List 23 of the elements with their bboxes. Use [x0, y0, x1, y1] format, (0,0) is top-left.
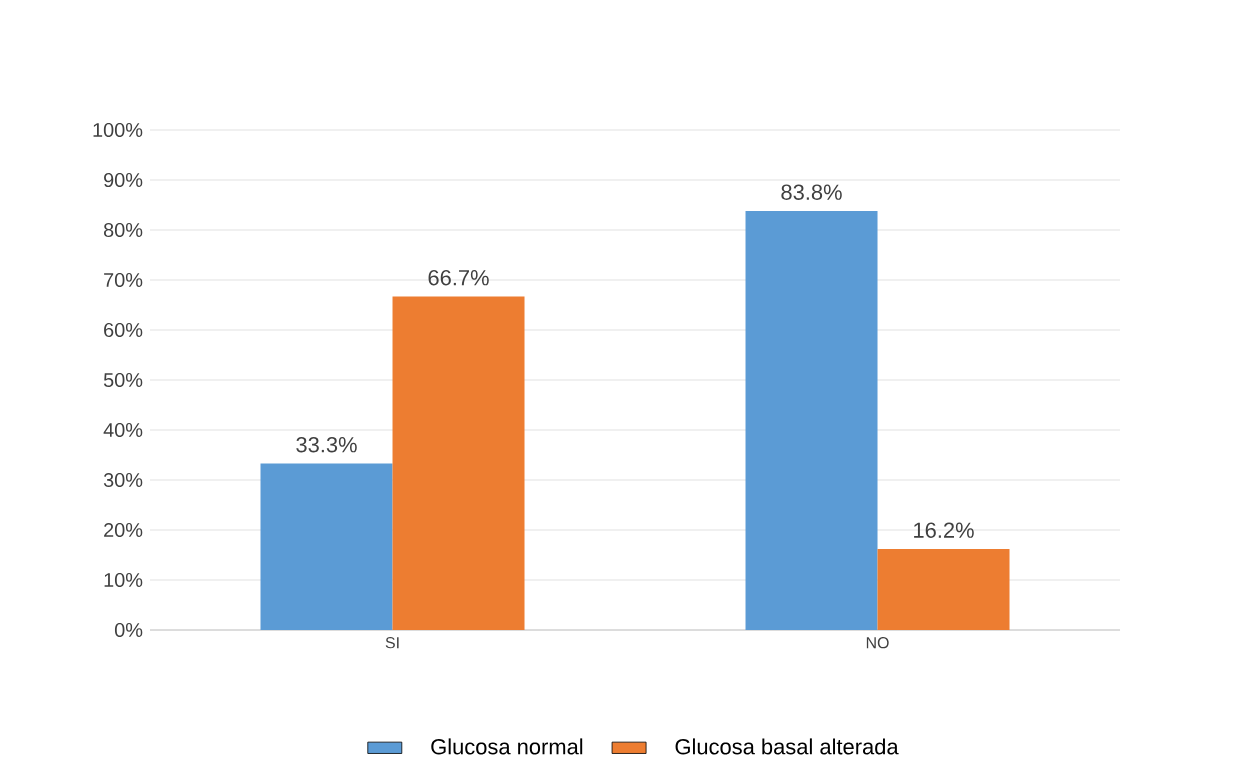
y-tick-label: 40% [103, 422, 143, 438]
data-label: 33.3% [296, 436, 357, 453]
x-tick-label: NO [866, 637, 889, 649]
y-tick-label: 70% [104, 272, 143, 288]
data-label: 16.2% [914, 522, 974, 538]
data-label: 83.8% [781, 184, 842, 200]
data-label: 66.7% [428, 269, 489, 286]
bar [877, 549, 1010, 630]
y-tick-label: 0% [114, 622, 143, 638]
y-tick-label: 50% [103, 372, 143, 388]
y-tick-label: 10% [104, 572, 143, 588]
y-tick-label: 90% [104, 172, 143, 188]
x-tick-label: SI [385, 637, 399, 649]
bar [392, 296, 525, 630]
y-tick-label: 60% [104, 322, 143, 338]
bar [745, 210, 878, 630]
y-tick-label: 30% [103, 472, 143, 488]
legend-label: Glucosa normal [431, 738, 583, 755]
bar [260, 463, 393, 630]
y-tick-label: 80% [103, 222, 143, 238]
y-tick-label: 100% [93, 122, 143, 138]
y-tick-label: 20% [104, 522, 143, 538]
legend-label: Glucosa basal alterada [675, 738, 899, 755]
